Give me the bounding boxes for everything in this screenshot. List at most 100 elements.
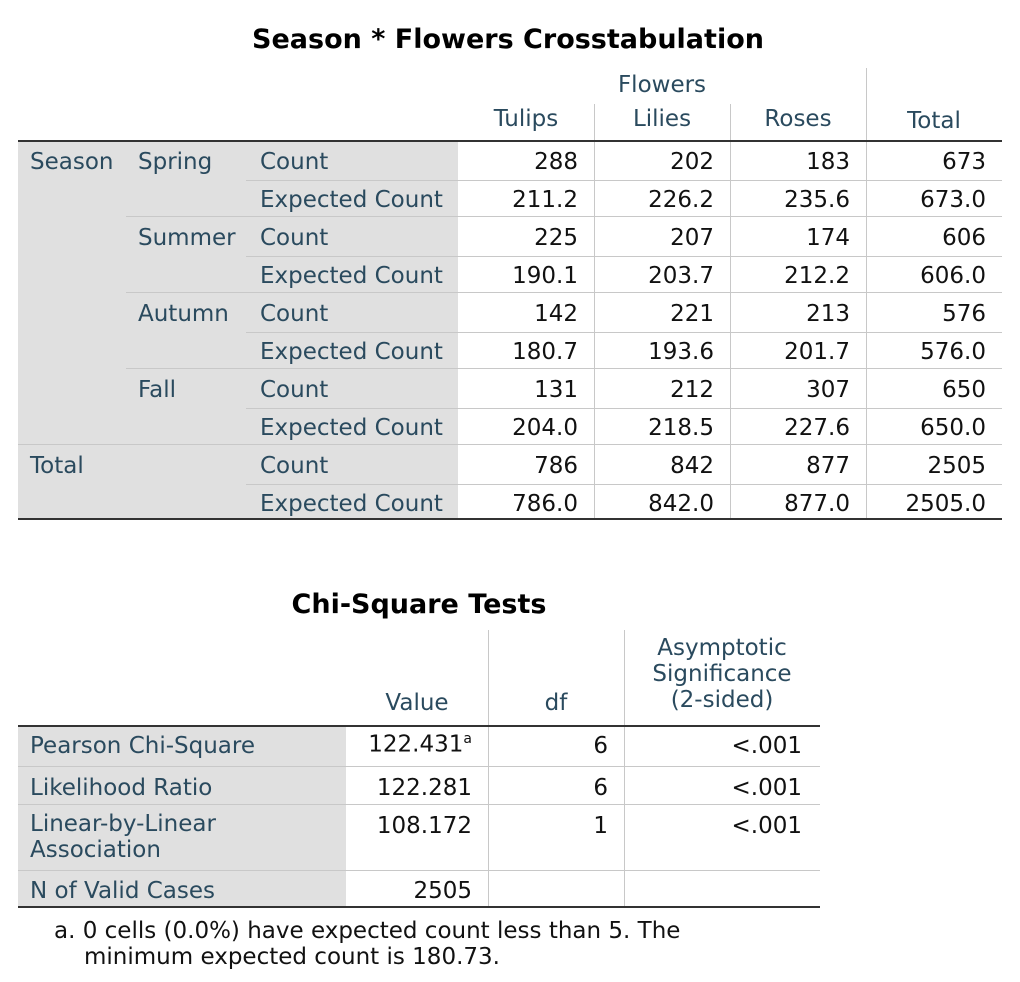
chisq-row-label: Pearson Chi-Square <box>30 733 255 759</box>
chisq-row-header-area <box>18 727 346 907</box>
stat-label-count: Count <box>260 149 329 175</box>
cell-value: 202 <box>670 149 714 175</box>
col-divider <box>730 142 731 518</box>
stat-label-expected: Expected Count <box>260 415 443 441</box>
cell-value: 673.0 <box>920 187 986 213</box>
chisq-header-value: Value <box>385 690 449 716</box>
crosstab-row-header-area <box>18 142 458 520</box>
cell-value: 877 <box>806 453 850 479</box>
stat-label-expected: Expected Count <box>260 491 443 517</box>
stat-label-count: Count <box>260 377 329 403</box>
cell-value: 193.6 <box>648 339 714 365</box>
cell-value: 235.6 <box>784 187 850 213</box>
col-divider <box>866 142 867 518</box>
season-label-summer: Summer <box>138 225 236 251</box>
chisq-df: 6 <box>593 775 608 801</box>
cell-value: 576.0 <box>920 339 986 365</box>
chisq-value: 122.281 <box>376 775 472 801</box>
season-label-autumn: Autumn <box>138 301 229 327</box>
cell-value: 786.0 <box>512 491 578 517</box>
chisq-row-label: Linear-by-Linear <box>30 811 216 837</box>
cell-value: 576 <box>942 301 986 327</box>
row-divider <box>246 256 1002 257</box>
total-divider <box>18 444 1002 445</box>
stat-label-count: Count <box>260 301 329 327</box>
chisq-value: 108.172 <box>376 813 472 839</box>
chisq-df: 6 <box>593 733 608 759</box>
chisq-bottom-rule <box>18 906 820 908</box>
cell-value: 212.2 <box>784 263 850 289</box>
row-divider <box>246 332 1002 333</box>
chisq-sig: <.001 <box>731 733 802 759</box>
chisq-sig: <.001 <box>731 813 802 839</box>
stat-label-expected: Expected Count <box>260 263 443 289</box>
col-group-label: Flowers <box>617 72 707 98</box>
chisq-row-label: Association <box>30 837 161 863</box>
header-divider <box>624 630 625 726</box>
cell-value: 2505.0 <box>905 491 986 517</box>
crosstab-title: Season * Flowers Crosstabulation <box>252 24 764 55</box>
cell-value: 203.7 <box>648 263 714 289</box>
col-header-lilies: Lilies <box>632 106 692 132</box>
bottom-rule <box>18 518 1002 520</box>
cell-value: 650.0 <box>920 415 986 441</box>
cell-value: 180.7 <box>512 339 578 365</box>
chisq-row-label: N of Valid Cases <box>30 878 215 904</box>
stat-label-expected: Expected Count <box>260 187 443 213</box>
chisq-header-rule <box>18 725 820 727</box>
season-label-spring: Spring <box>138 149 213 175</box>
chisq-df: 1 <box>593 813 608 839</box>
cell-value: 226.2 <box>648 187 714 213</box>
cell-value: 218.5 <box>648 415 714 441</box>
cell-value: 842.0 <box>648 491 714 517</box>
cell-value: 221 <box>670 301 714 327</box>
row-divider <box>18 804 820 805</box>
cell-value: 212 <box>670 377 714 403</box>
group-divider <box>126 292 1002 293</box>
header-divider <box>866 68 867 140</box>
cell-value: 190.1 <box>512 263 578 289</box>
chisq-value: 122.431a <box>346 732 472 757</box>
row-divider <box>18 870 820 871</box>
cell-value: 786 <box>534 453 578 479</box>
footnote-line: a. 0 cells (0.0%) have expected count le… <box>54 918 681 944</box>
cell-value: 225 <box>534 225 578 251</box>
chisq-header-sig-1: Asymptotic <box>657 635 787 661</box>
cell-value: 183 <box>806 149 850 175</box>
chisq-sig: <.001 <box>731 775 802 801</box>
cell-value: 288 <box>534 149 578 175</box>
col-header-total: Total <box>907 108 961 134</box>
cell-value: 174 <box>806 225 850 251</box>
chisq-header-df: df <box>544 690 568 716</box>
chisq-title: Chi-Square Tests <box>291 589 547 620</box>
header-divider <box>488 630 489 726</box>
cell-value: 204.0 <box>512 415 578 441</box>
col-header-roses: Roses <box>764 106 832 132</box>
chisq-row-label: Likelihood Ratio <box>30 775 213 801</box>
col-divider <box>594 142 595 518</box>
group-divider <box>126 368 1002 369</box>
cell-value: 201.7 <box>784 339 850 365</box>
header-rule <box>18 140 1002 142</box>
cell-value: 211.2 <box>512 187 578 213</box>
stat-label-count: Count <box>260 225 329 251</box>
chisq-header-sig-3: (2-sided) <box>670 687 774 713</box>
header-divider <box>730 104 731 140</box>
cell-value: 131 <box>534 377 578 403</box>
stat-label-expected: Expected Count <box>260 339 443 365</box>
row-divider <box>246 408 1002 409</box>
cell-value: 213 <box>806 301 850 327</box>
cell-value: 227.6 <box>784 415 850 441</box>
group-divider <box>126 216 1002 217</box>
footnote-line: minimum expected count is 180.73. <box>84 944 500 970</box>
cell-value: 207 <box>670 225 714 251</box>
col-header-tulips: Tulips <box>493 106 559 132</box>
header-divider <box>594 104 595 140</box>
chisq-value-text: 122.431 <box>368 731 464 758</box>
chisq-header-sig-2: Significance <box>652 661 792 687</box>
cell-value: 606 <box>942 225 986 251</box>
row-divider <box>18 766 820 767</box>
cell-value: 650 <box>942 377 986 403</box>
season-label-fall: Fall <box>138 377 176 403</box>
row-divider <box>246 484 1002 485</box>
